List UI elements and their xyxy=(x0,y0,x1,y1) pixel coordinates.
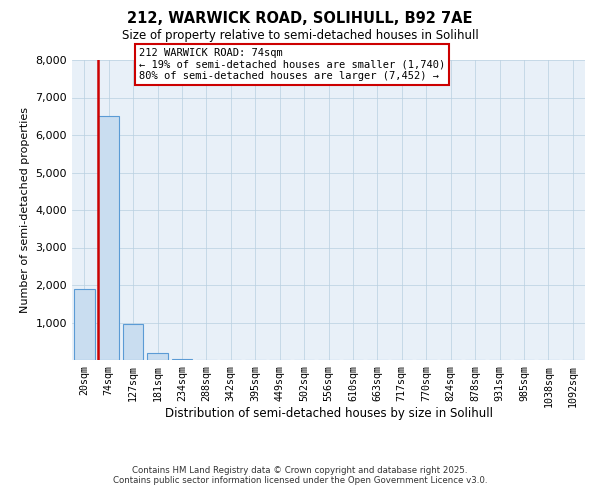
Text: 212, WARWICK ROAD, SOLIHULL, B92 7AE: 212, WARWICK ROAD, SOLIHULL, B92 7AE xyxy=(127,11,473,26)
Bar xyxy=(98,116,119,360)
Text: 212 WARWICK ROAD: 74sqm
← 19% of semi-detached houses are smaller (1,740)
80% of: 212 WARWICK ROAD: 74sqm ← 19% of semi-de… xyxy=(139,48,445,81)
Text: Size of property relative to semi-detached houses in Solihull: Size of property relative to semi-detach… xyxy=(122,29,478,42)
Text: Contains public sector information licensed under the Open Government Licence v3: Contains public sector information licen… xyxy=(113,476,487,485)
Text: Distribution of semi-detached houses by size in Solihull: Distribution of semi-detached houses by … xyxy=(165,408,493,420)
Bar xyxy=(147,353,168,360)
Y-axis label: Number of semi-detached properties: Number of semi-detached properties xyxy=(20,107,30,313)
Text: Contains HM Land Registry data © Crown copyright and database right 2025.: Contains HM Land Registry data © Crown c… xyxy=(132,466,468,475)
Bar xyxy=(122,324,143,360)
Bar xyxy=(172,359,193,360)
Bar xyxy=(74,289,95,360)
